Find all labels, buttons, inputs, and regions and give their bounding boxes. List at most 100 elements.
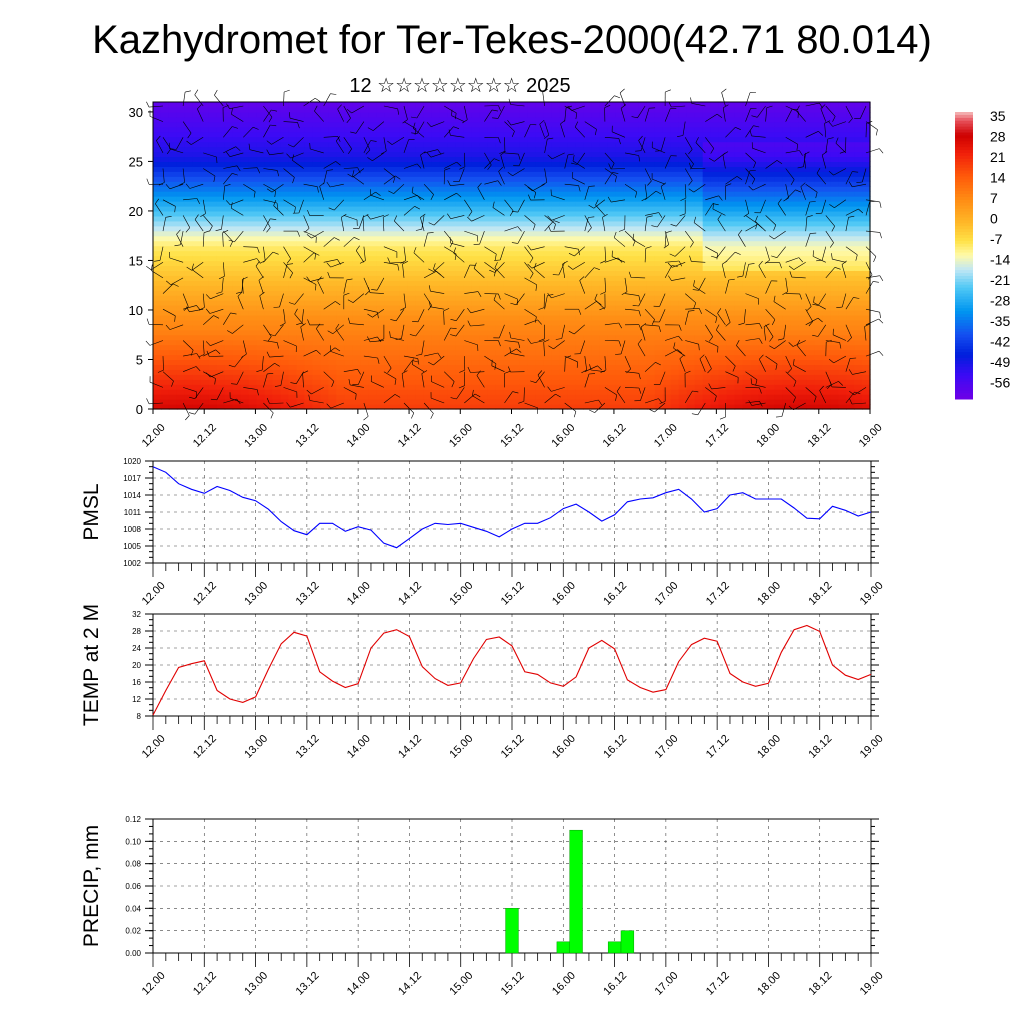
heatmap-cell — [232, 285, 242, 291]
heatmap-cell — [519, 215, 529, 222]
heatmap-cell — [423, 300, 433, 306]
heatmap-cell — [742, 260, 752, 266]
heatmap-cell — [200, 220, 210, 227]
heatmap-cell — [575, 344, 584, 351]
heatmap-cell — [750, 240, 760, 247]
heatmap-cell — [471, 215, 481, 222]
heatmap-cell — [631, 205, 640, 212]
heatmap-cell — [176, 126, 186, 133]
heatmap-cell — [742, 394, 752, 400]
heatmap-cell — [710, 131, 720, 138]
heatmap-cell — [423, 265, 433, 271]
heatmap-cell — [455, 111, 465, 118]
heatmap-cell — [240, 201, 250, 207]
heatmap-cell — [415, 379, 425, 385]
heatmap-cell — [471, 116, 481, 123]
heatmap-cell — [312, 210, 321, 217]
heatmap-cell — [224, 131, 234, 138]
heatmap-cell — [559, 389, 568, 395]
heatmap-cell — [153, 111, 162, 118]
heatmap-cell — [543, 354, 552, 361]
heatmap-cell — [344, 319, 353, 326]
heatmap-cell — [623, 176, 632, 182]
heatmap-cell — [392, 116, 401, 123]
heatmap-cell — [248, 220, 258, 227]
heatmap-cell — [439, 305, 449, 311]
heatmap-cell — [511, 146, 521, 153]
heatmap-cell — [678, 319, 688, 326]
heatmap-cell — [272, 349, 282, 356]
heatmap-cell — [750, 205, 760, 212]
heatmap-cell — [336, 166, 345, 172]
heatmap-cell — [535, 141, 544, 148]
heatmap-cell — [224, 176, 234, 182]
heatmap-cell — [487, 344, 497, 351]
heatmap-cell — [455, 339, 465, 346]
heatmap-cell — [232, 280, 242, 286]
heatmap-cell — [447, 116, 457, 123]
heatmap-cell — [599, 186, 608, 192]
heatmap-cell — [710, 151, 720, 158]
heatmap-cell — [535, 334, 544, 341]
heatmap-cell — [264, 191, 274, 197]
heatmap-cell — [336, 349, 345, 356]
heatmap-cell — [591, 384, 600, 390]
heatmap-cell — [264, 334, 274, 341]
heatmap-cell — [192, 255, 202, 262]
heatmap-cell — [168, 186, 178, 192]
heatmap-cell — [352, 111, 361, 118]
heatmap-cell — [519, 300, 529, 306]
heatmap-cell — [304, 290, 313, 296]
heatmap-cell — [216, 260, 226, 266]
heatmap-cell — [646, 344, 656, 351]
heatmap-cell — [766, 176, 775, 182]
heatmap-cell — [607, 399, 616, 405]
heatmap-cell — [184, 205, 194, 212]
heatmap-cell — [216, 374, 226, 380]
heatmap-cell — [718, 305, 728, 311]
heatmap-cell — [583, 215, 592, 222]
heatmap-cell — [599, 384, 608, 390]
heatmap-cell — [766, 399, 775, 405]
heatmap-cell — [304, 201, 313, 207]
heatmap-cell — [678, 111, 688, 118]
heatmap-cell — [248, 319, 258, 326]
heatmap-cell — [439, 102, 449, 108]
heatmap-cell — [766, 166, 775, 172]
heatmap-cell — [575, 126, 584, 133]
heatmap-cell — [384, 186, 393, 192]
heatmap-cell — [463, 329, 473, 336]
heatmap-cell — [312, 369, 321, 375]
heatmap-cell — [654, 364, 664, 370]
heatmap-cell — [631, 344, 640, 351]
heatmap-cell — [423, 379, 433, 385]
heatmap-cell — [527, 329, 536, 336]
heatmap-cell — [280, 369, 290, 375]
heatmap-cell — [471, 131, 481, 138]
heatmap-cell — [240, 121, 250, 128]
heatmap-cell — [256, 295, 266, 301]
heatmap-cell — [591, 344, 600, 351]
heatmap-cell — [392, 151, 401, 158]
heatmap-cell — [487, 240, 497, 247]
heatmap-cell — [168, 215, 178, 222]
heatmap-cell — [551, 280, 560, 286]
heatmap-cell — [272, 210, 282, 217]
heatmap-cell — [551, 102, 560, 108]
heatmap-cell — [487, 196, 497, 202]
heatmap-cell — [742, 369, 752, 375]
heatmap-cell — [232, 260, 242, 266]
heatmap-cell — [176, 305, 186, 311]
heatmap-cell — [519, 339, 529, 346]
heatmap-cell — [527, 255, 536, 262]
heatmap-cell — [264, 186, 274, 192]
heatmap-cell — [288, 285, 297, 291]
heatmap-cell — [495, 235, 505, 242]
heatmap-cell — [232, 215, 242, 222]
heatmap-cell — [248, 126, 258, 133]
heatmap-cell — [654, 136, 664, 143]
heatmap-cell — [559, 176, 568, 182]
heatmap-cell — [272, 359, 282, 366]
heatmap-cell — [312, 235, 321, 242]
heatmap-cell — [407, 102, 417, 108]
